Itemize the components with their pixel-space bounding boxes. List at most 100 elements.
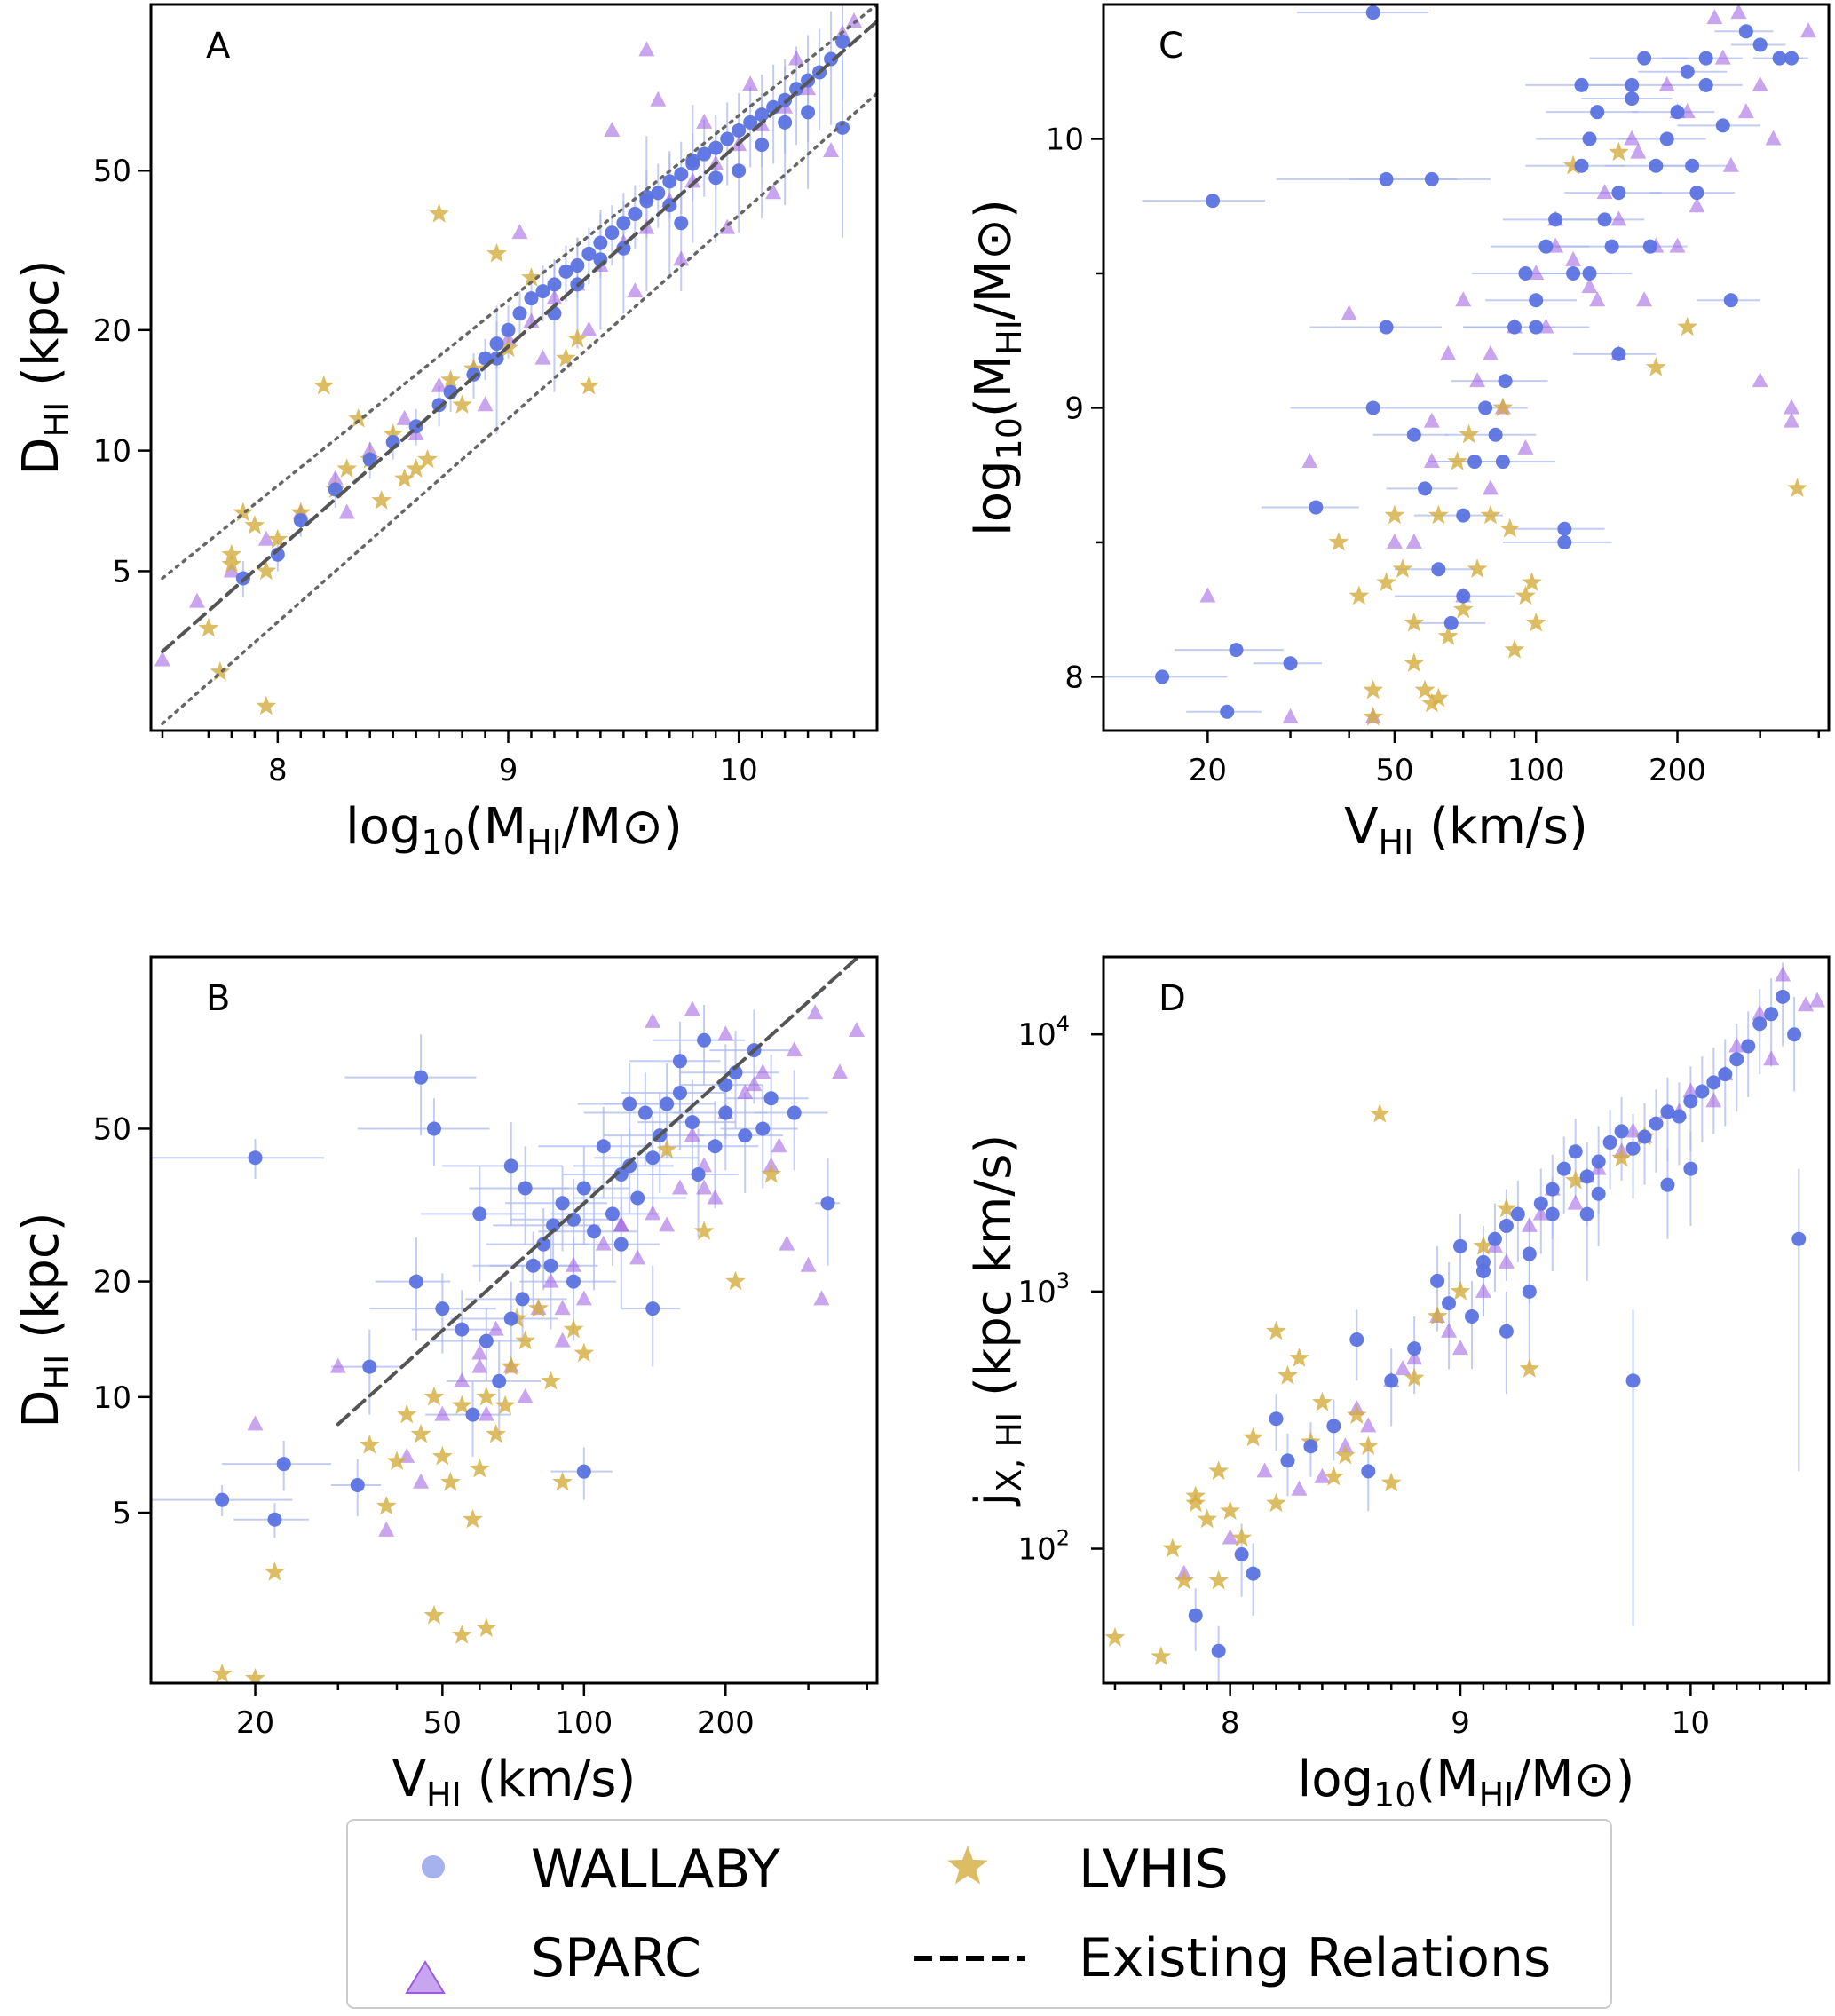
lvhis-point <box>486 1423 507 1443</box>
wallaby-point <box>526 1258 541 1273</box>
series-sparc-C <box>1199 4 1817 723</box>
x-tick-label: 9 <box>499 753 518 788</box>
y-tick-label: 10 <box>1046 122 1084 157</box>
lvhis-point <box>452 394 472 414</box>
wallaby-point <box>738 1128 753 1143</box>
sparc-point <box>779 1235 795 1251</box>
lvhis-point <box>1197 1508 1218 1529</box>
wallaby-point <box>1379 171 1394 186</box>
lvhis-point <box>1450 1280 1471 1301</box>
lvhis-point <box>1421 692 1443 713</box>
wallaby-point <box>515 1292 530 1307</box>
lvhis-point <box>1231 1527 1252 1547</box>
wallaby-point <box>1723 293 1738 308</box>
legend-box <box>346 1819 1612 2009</box>
wallaby-point <box>546 1218 561 1233</box>
lvhis-point <box>1243 1427 1263 1447</box>
wallaby-point <box>1556 1161 1571 1176</box>
wallaby-point <box>492 1373 507 1388</box>
lvhis-point <box>1437 626 1459 645</box>
lvhis-point <box>396 1403 417 1424</box>
sparc-point <box>1423 412 1440 428</box>
sparc-point <box>1567 1194 1584 1210</box>
lvhis-point <box>1151 1646 1172 1665</box>
x-tick-label: 200 <box>1649 753 1706 788</box>
wallaby-point <box>1487 1231 1502 1246</box>
wallaby-point <box>1384 1373 1399 1388</box>
lvhis-point <box>1312 1391 1333 1411</box>
sparc-point <box>645 1012 661 1028</box>
scatter-bound-line <box>161 91 877 726</box>
wallaby-point <box>672 1054 687 1069</box>
wallaby-point <box>622 1096 637 1111</box>
lvhis-point <box>1427 1305 1448 1325</box>
sparc-point <box>378 1521 395 1537</box>
wallaby-point <box>414 1070 429 1085</box>
lvhis-point <box>1611 1147 1632 1167</box>
sparc-point <box>684 172 701 188</box>
panel-label: A <box>206 26 231 67</box>
wallaby-point <box>1685 158 1700 173</box>
sparc-point <box>511 224 528 240</box>
lvhis-point <box>1357 1435 1379 1455</box>
wallaby-point <box>1566 265 1581 281</box>
wallaby-point <box>1787 1027 1802 1042</box>
lvhis-point <box>1677 316 1698 336</box>
sparc-point <box>247 1415 264 1431</box>
wallaby-point <box>1579 1206 1594 1221</box>
x-tick-label: 50 <box>423 1705 462 1741</box>
sparc-point <box>846 12 863 28</box>
wallaby-point <box>1752 37 1768 52</box>
sparc-point <box>629 1249 646 1265</box>
wallaby-point <box>1407 1341 1422 1356</box>
sparc-point <box>1441 1322 1458 1338</box>
series-sparc-D <box>1175 966 1826 1580</box>
wallaby-point <box>1495 455 1510 470</box>
wallaby-point <box>755 107 770 123</box>
y-tick-label: 8 <box>1064 660 1084 695</box>
wallaby-point <box>1597 212 1612 227</box>
wallaby-point <box>708 170 724 186</box>
sparc-point <box>1658 75 1675 91</box>
wallaby-point <box>503 1311 518 1326</box>
sparc-point <box>595 1235 612 1251</box>
sparc-point <box>1706 9 1723 25</box>
wallaby-point <box>1456 589 1471 604</box>
lvhis-point <box>486 242 507 263</box>
lvhis-point <box>210 661 231 681</box>
wallaby-point <box>472 1206 487 1221</box>
sparc-point <box>604 121 621 137</box>
wallaby-point <box>755 138 770 153</box>
sparc-point <box>638 41 655 57</box>
wallaby-point <box>1660 1104 1675 1119</box>
x-axis-title: log10(MHI/M⊙) <box>345 798 683 862</box>
wallaby-point <box>426 1121 441 1136</box>
y-tick-label: 10 <box>93 1380 131 1416</box>
lvhis-point <box>1404 652 1425 672</box>
sparc-point <box>1517 439 1534 455</box>
lvhis-point <box>1515 585 1536 605</box>
legend-lvhis-marker <box>947 1846 988 1885</box>
lvhis-point <box>1522 572 1542 592</box>
lvhis-point <box>725 1270 746 1291</box>
sparc-point <box>1498 1253 1515 1269</box>
sparc-point <box>1475 1282 1491 1298</box>
sparc-point <box>1737 103 1754 119</box>
x-tick-label: 8 <box>1221 1705 1240 1741</box>
lvhis-point <box>1346 1404 1367 1424</box>
wallaby-point <box>558 264 573 279</box>
wallaby-point <box>1548 212 1563 227</box>
lvhis-point <box>1380 1472 1402 1492</box>
sparc-point <box>566 1256 582 1272</box>
wallaby-point <box>536 1237 551 1252</box>
sparc-point <box>1405 533 1422 549</box>
x-tick-label: 100 <box>1507 753 1565 788</box>
lvhis-point <box>394 468 415 488</box>
lvhis-point <box>1452 598 1474 619</box>
wallaby-point <box>593 235 608 250</box>
wallaby-point <box>362 1359 377 1374</box>
lvhis-point <box>1334 1444 1356 1465</box>
sparc-point <box>1581 278 1598 294</box>
wallaby-point <box>718 1105 733 1120</box>
